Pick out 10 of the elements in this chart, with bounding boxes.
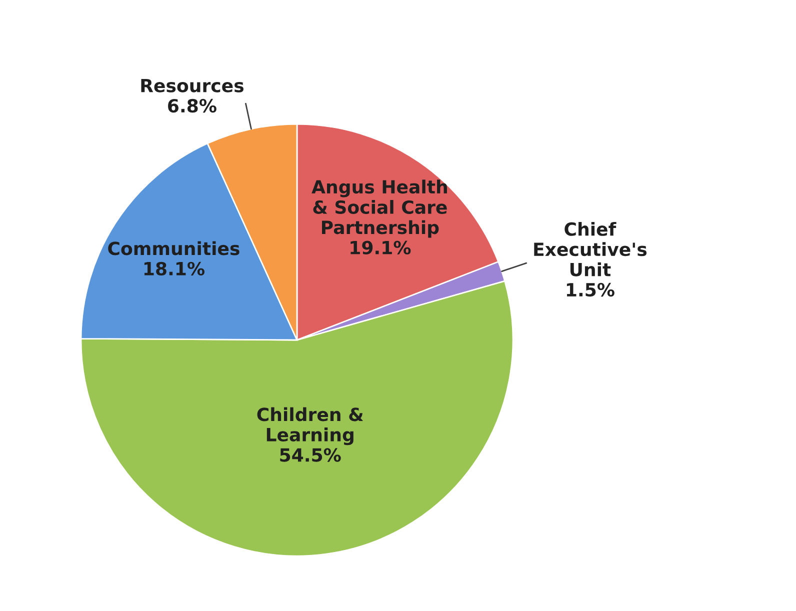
slice-label: Children & Learning <box>257 407 364 446</box>
data-label: 18.1% <box>144 262 204 276</box>
data-label: 6.8% <box>168 98 216 113</box>
slice-label: Chief Executive's Unit <box>534 222 647 276</box>
data-label: 54.5% <box>280 448 341 462</box>
slice-label: Angus Health & Social Care Partnership <box>312 180 447 238</box>
data-label: 19.1% <box>350 240 411 254</box>
data-label: 1.5% <box>566 282 614 297</box>
slice-label: Communities <box>108 241 240 256</box>
slice-label: Resources <box>141 78 244 92</box>
